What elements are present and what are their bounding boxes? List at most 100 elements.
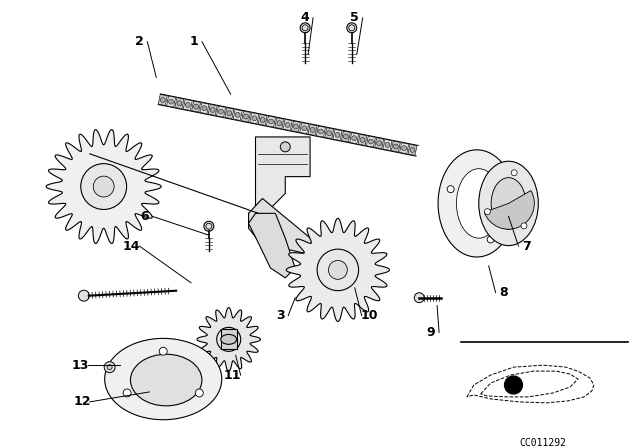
Text: 1: 1 xyxy=(189,35,198,48)
Polygon shape xyxy=(248,213,295,278)
Circle shape xyxy=(504,376,522,394)
Text: CC011292: CC011292 xyxy=(520,438,567,448)
Polygon shape xyxy=(241,111,250,122)
Polygon shape xyxy=(208,104,217,116)
Circle shape xyxy=(123,389,131,397)
Circle shape xyxy=(252,116,257,121)
Polygon shape xyxy=(366,136,375,147)
Circle shape xyxy=(260,117,265,122)
Polygon shape xyxy=(341,131,350,142)
Polygon shape xyxy=(383,139,392,151)
Circle shape xyxy=(410,147,415,152)
Circle shape xyxy=(244,114,248,119)
Circle shape xyxy=(310,127,315,132)
Circle shape xyxy=(385,142,390,147)
Circle shape xyxy=(495,173,502,180)
Circle shape xyxy=(484,209,490,215)
Circle shape xyxy=(236,112,240,117)
Polygon shape xyxy=(283,119,292,130)
Polygon shape xyxy=(275,118,284,129)
Polygon shape xyxy=(374,138,383,149)
Polygon shape xyxy=(291,121,300,132)
Circle shape xyxy=(447,185,454,193)
Circle shape xyxy=(344,134,348,139)
Text: 10: 10 xyxy=(361,309,378,322)
Text: 12: 12 xyxy=(73,396,91,409)
Ellipse shape xyxy=(479,161,538,246)
Polygon shape xyxy=(200,103,209,114)
Polygon shape xyxy=(349,133,358,144)
Polygon shape xyxy=(316,126,325,137)
Circle shape xyxy=(202,106,207,111)
Polygon shape xyxy=(250,113,259,124)
Ellipse shape xyxy=(105,338,222,420)
Circle shape xyxy=(277,121,282,126)
Polygon shape xyxy=(46,129,161,244)
Polygon shape xyxy=(191,101,200,112)
Polygon shape xyxy=(324,128,333,139)
Circle shape xyxy=(195,389,204,397)
Polygon shape xyxy=(183,99,192,111)
Circle shape xyxy=(204,221,214,231)
Ellipse shape xyxy=(456,169,501,238)
Circle shape xyxy=(217,327,241,351)
Polygon shape xyxy=(158,95,167,105)
Circle shape xyxy=(93,176,114,197)
Circle shape xyxy=(81,164,127,210)
Polygon shape xyxy=(175,98,184,109)
Circle shape xyxy=(521,223,527,229)
Circle shape xyxy=(335,133,340,138)
Text: 2: 2 xyxy=(135,35,144,48)
Polygon shape xyxy=(225,108,234,119)
Circle shape xyxy=(414,293,424,303)
Circle shape xyxy=(327,131,332,136)
Ellipse shape xyxy=(438,150,515,257)
Polygon shape xyxy=(233,109,242,121)
Circle shape xyxy=(300,23,310,33)
Circle shape xyxy=(161,98,165,103)
Circle shape xyxy=(219,109,223,114)
Polygon shape xyxy=(286,218,390,322)
Polygon shape xyxy=(308,125,317,135)
Polygon shape xyxy=(300,123,308,134)
Circle shape xyxy=(487,236,494,243)
Circle shape xyxy=(302,126,307,131)
Ellipse shape xyxy=(491,177,526,229)
Text: 4: 4 xyxy=(301,11,310,24)
Text: 7: 7 xyxy=(522,240,531,253)
Circle shape xyxy=(377,141,381,146)
Polygon shape xyxy=(216,106,225,117)
Circle shape xyxy=(211,108,215,112)
Ellipse shape xyxy=(221,334,237,345)
Wedge shape xyxy=(484,190,534,229)
Polygon shape xyxy=(391,141,400,152)
Polygon shape xyxy=(333,129,342,140)
Polygon shape xyxy=(408,144,417,155)
Circle shape xyxy=(285,122,290,127)
Circle shape xyxy=(169,99,173,104)
Circle shape xyxy=(394,144,398,149)
Circle shape xyxy=(78,290,90,301)
Polygon shape xyxy=(266,116,275,127)
Circle shape xyxy=(280,142,290,152)
Circle shape xyxy=(402,146,406,151)
Circle shape xyxy=(177,101,182,106)
Circle shape xyxy=(107,365,112,370)
Text: 8: 8 xyxy=(499,286,508,299)
Circle shape xyxy=(223,334,234,345)
Circle shape xyxy=(194,104,198,109)
Circle shape xyxy=(159,347,167,355)
Circle shape xyxy=(347,23,356,33)
Text: 11: 11 xyxy=(224,369,241,382)
Circle shape xyxy=(186,103,190,108)
Polygon shape xyxy=(255,137,310,211)
Circle shape xyxy=(269,119,273,124)
Polygon shape xyxy=(258,114,267,125)
Circle shape xyxy=(227,111,232,116)
Circle shape xyxy=(328,260,348,279)
Polygon shape xyxy=(197,308,260,371)
Text: 5: 5 xyxy=(350,11,359,24)
Text: 3: 3 xyxy=(276,309,285,322)
Circle shape xyxy=(369,139,373,144)
Circle shape xyxy=(511,170,517,176)
